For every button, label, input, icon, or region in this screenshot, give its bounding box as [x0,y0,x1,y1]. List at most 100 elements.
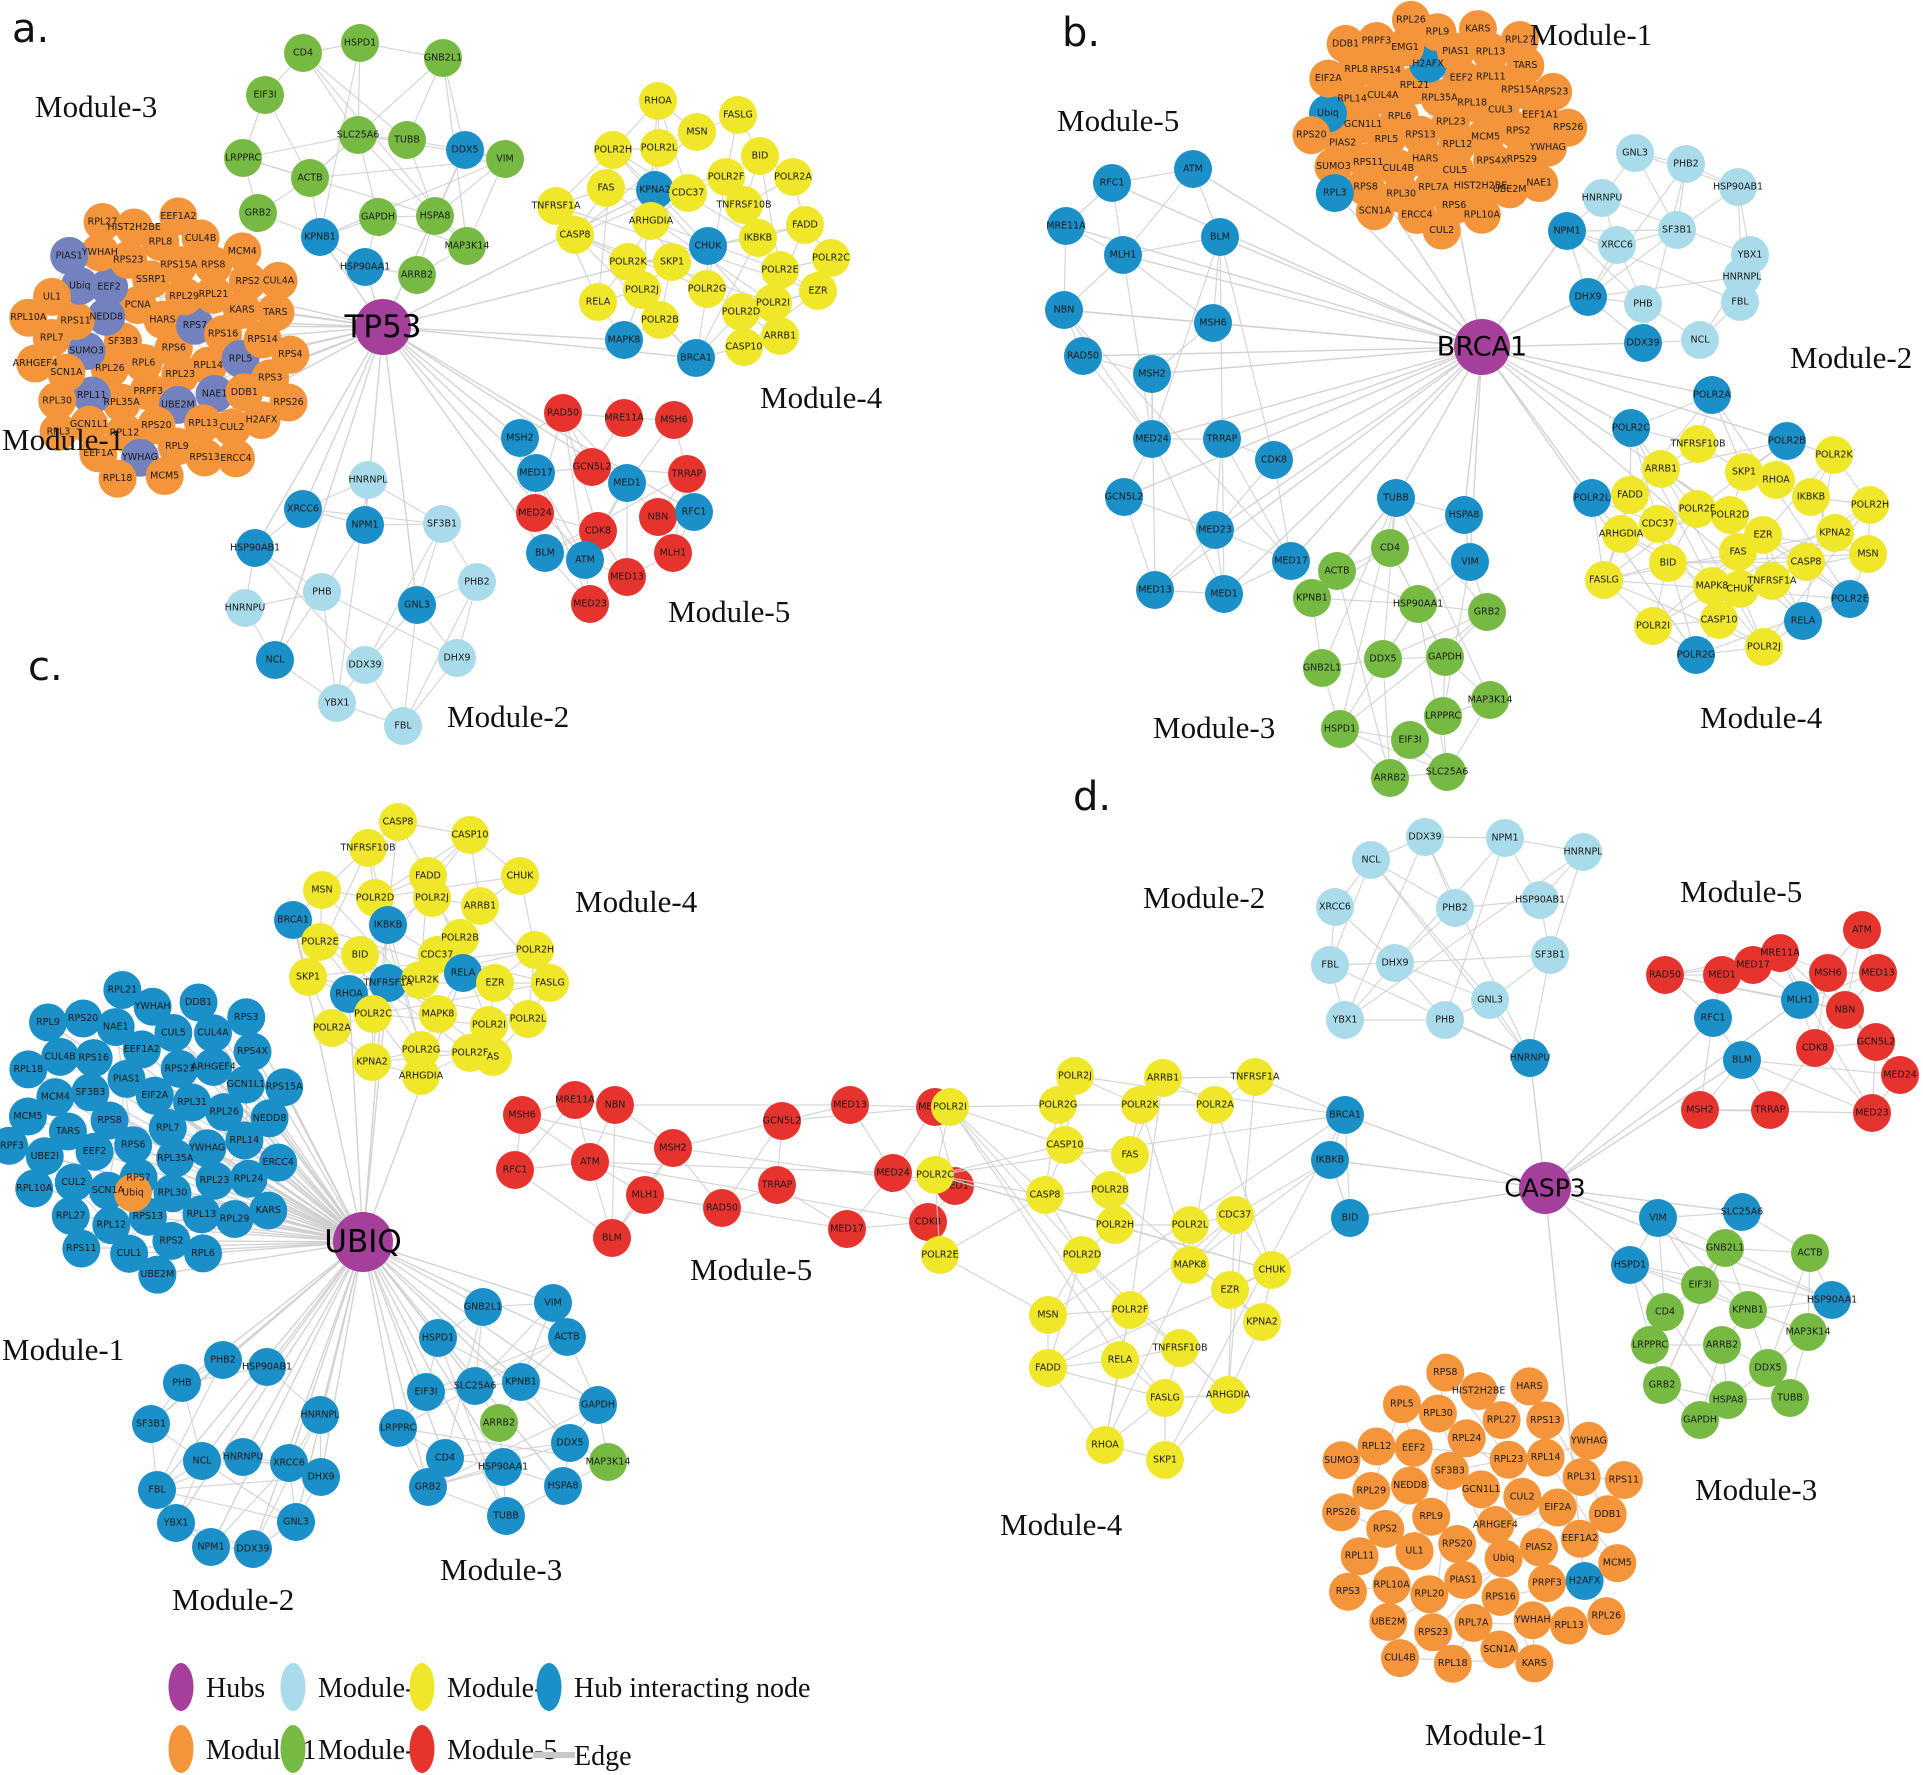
edge [1566,230,1741,303]
node-TNFRSF1A [1236,1058,1274,1096]
node-GAPDH [359,198,397,236]
node-MSH6 [655,401,693,439]
node-label-EEF2: EEF2 [97,281,121,292]
edge [644,1194,848,1230]
node-ARHGDIA [402,1057,440,1095]
node-FADD [1029,1349,1067,1387]
node-label-RPS7: RPS7 [183,320,207,331]
node-label-ACTB: ACTB [1797,1248,1822,1259]
node-label-HNRNPU: HNRNPU [223,1452,264,1463]
panel-b-labels: RFC1 ATM MRE11A MLH1 BLM NBN MSH6 RAD50 MSH2 MED2… [1046,10,1912,784]
node-IKBKB [739,219,777,257]
node-label-GCN5L2: GCN5L2 [573,462,611,473]
node-HSPA8 [1445,496,1483,534]
node-RPS11 [1604,1461,1643,1500]
node-label-TRRAP: TRRAP [671,469,703,480]
node-HSP90AA1 [484,1448,522,1486]
node-RPS4X [233,1032,272,1071]
node-SCN1A [1355,192,1394,231]
node-label-CDK8: CDK8 [1802,1043,1828,1054]
hub-edge [362,1241,446,1459]
node-MED23 [1196,511,1234,549]
hub-edge [382,326,697,359]
node-YBX1 [318,684,356,722]
node-label-UBE2M: UBE2M [1371,1616,1405,1627]
node-GCN1L1 [226,1065,265,1104]
node-RPL18 [9,1050,48,1089]
node-POLR2G [688,270,726,308]
hub-edge [382,326,521,439]
node-label-NPM1: NPM1 [197,1542,224,1553]
node-RPL27 [1500,21,1539,60]
node-label-PIAS1: PIAS1 [1442,46,1469,57]
hub-edge [242,1241,364,1458]
node-label-GNL3: GNL3 [404,600,430,611]
node-YWHAH [1513,1601,1552,1640]
node-CDC37 [1639,505,1677,543]
node-MAPK8 [419,995,457,1033]
node-CDC37 [1216,1196,1254,1234]
node-label-POLR2G: POLR2G [688,284,727,295]
edge [949,1106,1121,1361]
node-label-NCL: NCL [265,655,285,666]
node-label-CHUK: CHUK [1727,584,1755,595]
node-RELA [444,954,482,992]
hub-edge [1544,1187,1833,1301]
node-label-MCM4: MCM4 [41,1092,70,1103]
edge [949,1106,1083,1256]
node-RPL10A [1372,1566,1411,1605]
node-label-RPS13: RPS13 [189,452,219,463]
node-PIAS2 [1520,1528,1559,1567]
node-label-RPL13: RPL13 [1476,46,1506,57]
node-label-FASLG: FASLG [1589,575,1619,586]
node-label-VIM: VIM [1649,1213,1667,1224]
node-label-RPL11: RPL11 [1476,71,1506,82]
node-label-RPS20: RPS20 [1442,1539,1472,1550]
node-label-RPS11: RPS11 [1353,157,1383,168]
node-EZR [476,964,514,1002]
node-label-FBL: FBL [1731,297,1749,308]
node-TNFRSF10B [1679,425,1717,463]
node-label-MED23: MED23 [1855,1108,1889,1119]
node-TRRAP [1751,1091,1789,1129]
node-POLR2I [931,1088,969,1126]
node-label-RPS13: RPS13 [133,1211,163,1222]
hub-edge [1481,346,1788,442]
node-label-HNRNPL: HNRNPL [301,1410,341,1421]
node-label-POLR2E: POLR2E [761,265,798,276]
node-RPL7 [148,1109,187,1147]
node-CASP8 [379,803,417,841]
node-TUBB [487,1497,525,1535]
node-label-MLH1: MLH1 [1787,995,1814,1006]
node-RPL3 [1315,174,1354,213]
node-label-POLR2C: POLR2C [354,1009,392,1020]
node-label-RPL20: RPL20 [1414,1589,1444,1600]
node-HSP90AA1 [346,248,384,286]
hub-edge [1544,1187,1743,1213]
node-HSP90AB1 [248,1348,286,1386]
node-RPL35A [102,383,141,422]
node-label-MLH1: MLH1 [632,1190,659,1201]
node-label-UBE2M: UBE2M [161,399,195,410]
node-CDC37 [669,174,707,212]
node-label-SCN1A: SCN1A [1359,206,1392,217]
node-label-TUBB: TUBB [492,1511,519,1522]
node-MED17 [1272,542,1310,580]
node-RPL13 [182,1195,221,1234]
legend-swatch-hubs [168,1663,194,1711]
node-BLM [526,534,564,572]
node-CUL2 [1503,1477,1542,1516]
node-RPL14 [225,1121,264,1160]
node-RFC1 [496,1151,534,1189]
node-EIF3I [246,76,284,114]
node-label-SCN1A: SCN1A [1483,1644,1516,1655]
node-label-RHOA: RHOA [1762,475,1790,486]
node-label-ERCC4: ERCC4 [220,453,251,464]
node-label-GCN5L2: GCN5L2 [1857,1037,1895,1048]
legend-swatch-module-5 [409,1725,435,1773]
node-RHOA [1757,461,1795,499]
node-label-IKBKB: IKBKB [374,920,402,931]
legend-label-hubs: Hubs [206,1673,265,1704]
node-MLH1 [654,534,692,572]
node-YWHAH [80,233,119,272]
